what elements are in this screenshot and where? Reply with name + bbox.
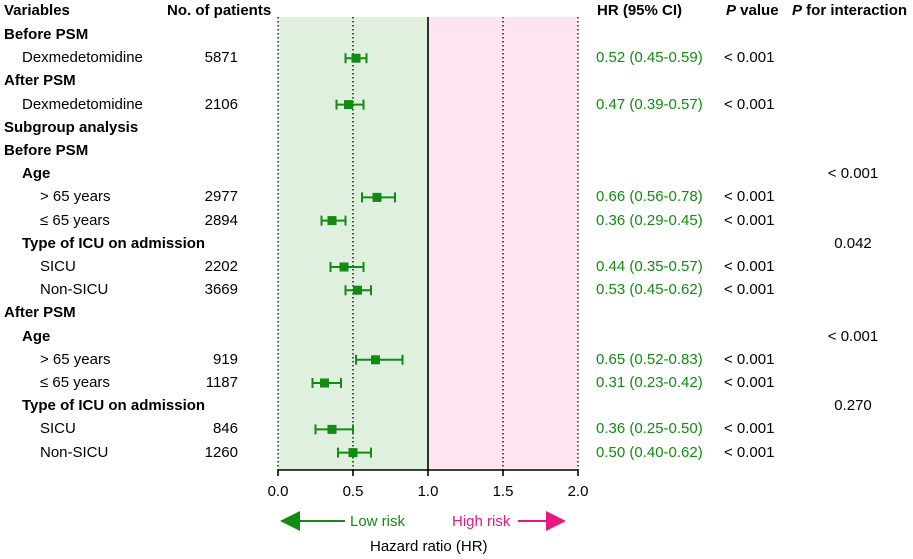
- hr-point: [327, 216, 337, 226]
- p-value: < 0.001: [724, 258, 775, 275]
- p-interaction-value: 0.042: [834, 234, 872, 252]
- hr-point: [371, 355, 380, 365]
- x-tick-label: 2.0: [568, 483, 589, 500]
- header-hr: HR (95% CI): [597, 2, 683, 19]
- patients-count: 919: [212, 350, 238, 368]
- patients-count: 1187: [205, 374, 238, 391]
- p-value: < 0.001: [724, 281, 775, 299]
- patients-count: 846: [212, 420, 238, 438]
- patients-count: 2202: [204, 258, 238, 275]
- patients-count: 2106: [204, 95, 238, 113]
- hr-ci-value: 0.53 (0.45-0.62): [596, 281, 703, 299]
- p-value: < 0.001: [724, 420, 775, 438]
- p-value: < 0.001: [724, 211, 775, 229]
- hr-point: [372, 192, 382, 202]
- row-label: SICU: [40, 420, 76, 438]
- header-patients: No. of patients: [167, 2, 272, 19]
- low-risk-label: Low risk: [350, 513, 406, 530]
- patients-count: 3669: [204, 281, 238, 299]
- row-label: Before PSM: [4, 142, 89, 159]
- row-label: Type of ICU on admission: [22, 234, 206, 252]
- header-variables: Variables: [4, 2, 70, 19]
- row-label: > 65 years: [40, 188, 111, 206]
- patients-count: 1260: [204, 443, 238, 461]
- hr-ci-value: 0.31 (0.23-0.42): [596, 374, 703, 391]
- x-tick-label: 1.0: [418, 483, 439, 500]
- patients-count: 5871: [204, 49, 238, 67]
- hr-point: [344, 100, 353, 110]
- row-label: ≤ 65 years: [40, 374, 110, 391]
- hr-ci-value: 0.52 (0.45-0.59): [596, 49, 703, 67]
- header-p-interaction: P for interaction: [792, 2, 908, 19]
- p-value: < 0.001: [724, 374, 775, 391]
- hr-point: [339, 262, 349, 272]
- p-value: < 0.001: [724, 95, 775, 113]
- hr-point: [320, 378, 329, 388]
- hr-point: [348, 448, 358, 458]
- hr-point: [351, 53, 361, 63]
- patients-count: 2977: [204, 188, 238, 206]
- p-value: < 0.001: [724, 350, 775, 368]
- hr-ci-value: 0.66 (0.56-0.78): [596, 188, 703, 206]
- row-label: Dexmedetomidine: [22, 49, 143, 67]
- hr-ci-value: 0.47 (0.39-0.57): [596, 95, 703, 113]
- patients-count: 2894: [204, 211, 238, 229]
- hr-ci-value: 0.36 (0.25-0.50): [596, 420, 703, 438]
- hr-ci-value: 0.50 (0.40-0.62): [596, 443, 703, 461]
- row-label: Age: [22, 327, 51, 345]
- row-label: After PSM: [4, 72, 76, 90]
- hr-point: [353, 285, 362, 295]
- p-interaction-value: 0.270: [834, 397, 872, 415]
- hr-ci-value: 0.44 (0.35-0.57): [596, 258, 703, 275]
- row-label: Dexmedetomidine: [22, 95, 143, 113]
- x-tick-label: 1.5: [493, 483, 514, 500]
- x-tick-label: 0.5: [343, 483, 364, 500]
- row-label: Type of ICU on admission: [22, 397, 206, 415]
- header-p-value: P value: [726, 2, 779, 19]
- p-value: < 0.001: [724, 443, 775, 461]
- x-axis-title: Hazard ratio (HR): [370, 538, 488, 555]
- x-tick-label: 0.0: [268, 483, 289, 500]
- row-label: Non-SICU: [40, 281, 109, 299]
- row-label: Subgroup analysis: [4, 118, 139, 136]
- row-label: Before PSM: [4, 26, 89, 43]
- row-label: Non-SICU: [40, 443, 109, 461]
- high-risk-label: High risk: [452, 513, 511, 530]
- hr-point: [327, 424, 337, 434]
- hr-ci-value: 0.65 (0.52-0.83): [596, 350, 703, 368]
- row-label: SICU: [40, 258, 76, 275]
- hr-ci-value: 0.36 (0.29-0.45): [596, 211, 703, 229]
- row-label: > 65 years: [40, 350, 111, 368]
- row-label: Age: [22, 165, 51, 183]
- p-value: < 0.001: [724, 49, 775, 67]
- p-interaction-value: < 0.001: [827, 327, 879, 345]
- row-label: ≤ 65 years: [40, 211, 110, 229]
- p-interaction-value: < 0.001: [827, 165, 879, 183]
- row-label: After PSM: [4, 304, 76, 322]
- p-value: < 0.001: [724, 188, 775, 206]
